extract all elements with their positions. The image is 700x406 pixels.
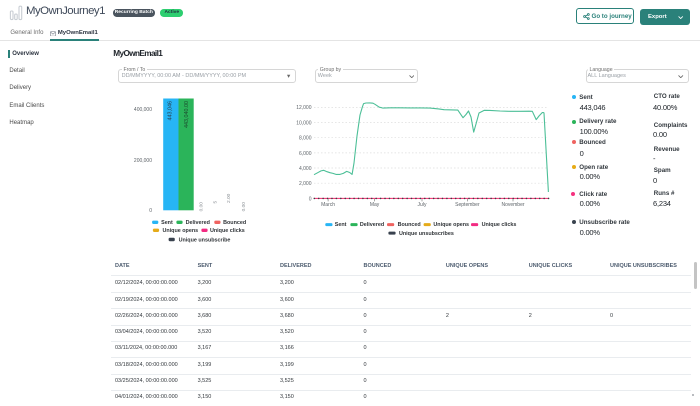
svg-text:4,000: 4,000 — [299, 166, 312, 172]
svg-text:May: May — [370, 202, 380, 208]
svg-text:Sent: Sent — [161, 220, 173, 226]
svg-text:2.00: 2.00 — [226, 193, 232, 203]
svg-text:400,000: 400,000 — [134, 107, 152, 113]
svg-text:Bounced: Bounced — [223, 220, 246, 226]
svg-text:July: July — [418, 202, 427, 208]
svg-text:September: September — [455, 202, 480, 208]
svg-text:0: 0 — [149, 208, 152, 214]
svg-text:0: 0 — [309, 197, 312, 203]
svg-text:6,000: 6,000 — [299, 151, 312, 157]
svg-text:443,040.00: 443,040.00 — [184, 101, 190, 128]
svg-text:Unique opens: Unique opens — [433, 222, 469, 228]
svg-text:10,000: 10,000 — [296, 121, 312, 127]
svg-text:Unique clicks: Unique clicks — [210, 228, 245, 234]
svg-text:Unique clicks: Unique clicks — [482, 222, 517, 228]
svg-text:March: March — [321, 202, 335, 208]
svg-text:Unique opens: Unique opens — [163, 228, 199, 234]
svg-text:Delivered: Delivered — [360, 222, 384, 228]
svg-text:Delivered: Delivered — [186, 220, 210, 226]
svg-text:2,000: 2,000 — [299, 181, 312, 187]
svg-text:Unique unsubscribe: Unique unsubscribe — [179, 237, 231, 243]
svg-text:200,000: 200,000 — [134, 158, 152, 164]
svg-text:Bounced: Bounced — [398, 222, 421, 228]
svg-text:443,046: 443,046 — [168, 101, 174, 121]
svg-text:Sent: Sent — [335, 222, 347, 228]
svg-text:0.00: 0.00 — [198, 202, 204, 212]
svg-text:Unique unsubscribes: Unique unsubscribes — [399, 231, 454, 237]
svg-text:8,000: 8,000 — [299, 136, 312, 142]
svg-text:0.00: 0.00 — [241, 202, 247, 212]
svg-text:12,000: 12,000 — [296, 105, 312, 111]
svg-text:5: 5 — [212, 201, 218, 204]
svg-text:November: November — [501, 202, 524, 208]
